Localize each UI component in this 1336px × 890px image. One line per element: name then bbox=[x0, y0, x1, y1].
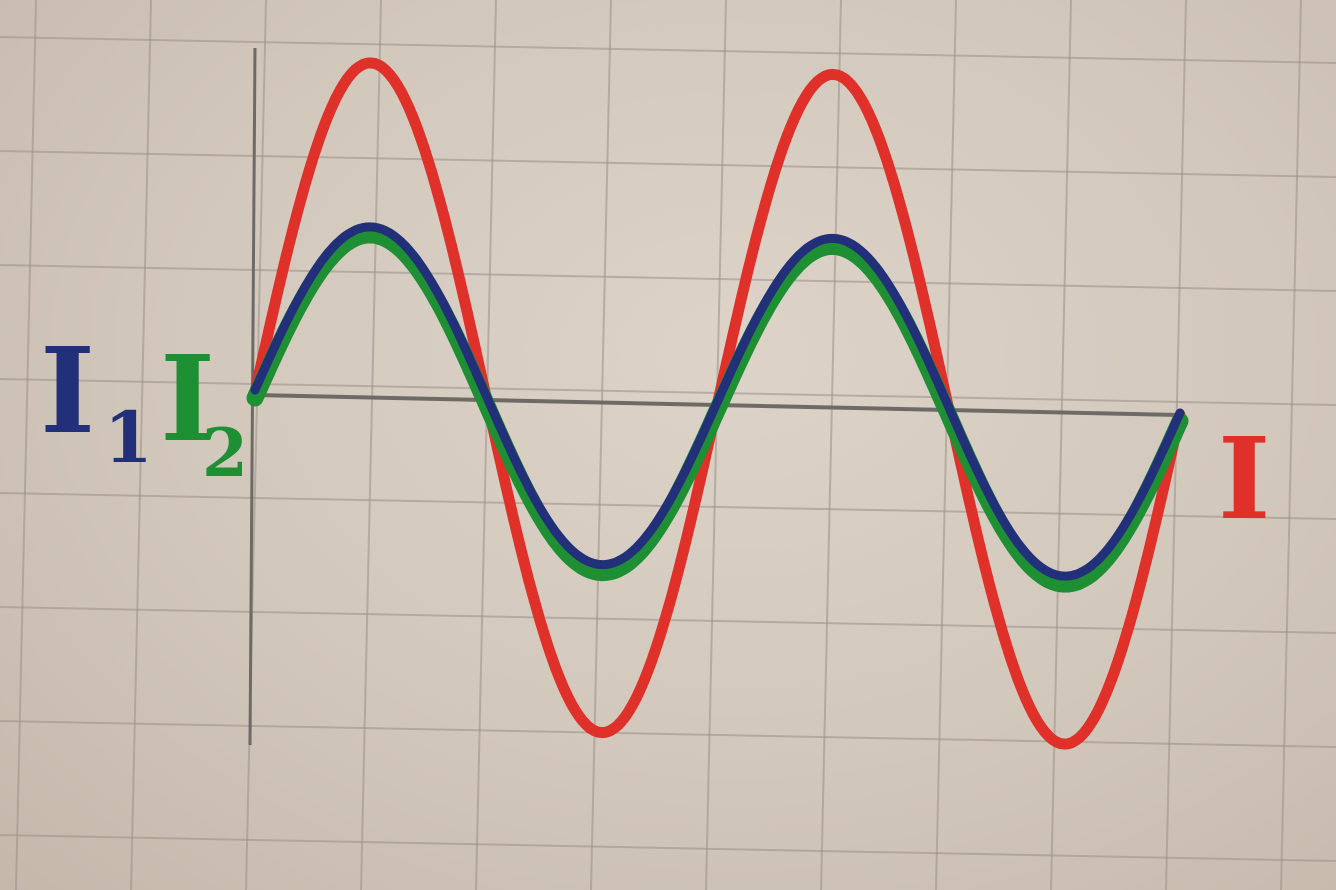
label-i2-subscript: 2 bbox=[202, 414, 248, 492]
grid-line-vertical bbox=[360, 0, 382, 890]
grid-line-vertical bbox=[130, 0, 152, 890]
grid-line-horizontal bbox=[0, 264, 1336, 292]
grid-line-vertical bbox=[590, 0, 612, 890]
grid-line-horizontal bbox=[0, 378, 1336, 406]
grid-line-vertical bbox=[935, 0, 957, 890]
grid-line-horizontal bbox=[0, 36, 1336, 64]
grid-line-horizontal bbox=[0, 720, 1336, 748]
label-i-total: I bbox=[1218, 414, 1270, 545]
current-i1-wave bbox=[250, 222, 1185, 581]
grid-line-horizontal bbox=[0, 834, 1336, 862]
grid-line-vertical bbox=[820, 0, 842, 890]
label-i1-letter: I bbox=[40, 321, 95, 460]
label-i1: I 1 bbox=[40, 321, 153, 479]
label-i2: I 2 bbox=[160, 329, 248, 492]
label-i1-subscript: 1 bbox=[104, 396, 153, 479]
grid-line-vertical bbox=[245, 0, 267, 890]
grid-line-vertical bbox=[1050, 0, 1072, 890]
grid-line-vertical bbox=[15, 0, 37, 890]
label-i2-letter: I bbox=[160, 329, 215, 468]
grid-line-vertical bbox=[1280, 0, 1302, 890]
grid-line-vertical bbox=[705, 0, 727, 890]
grid-line-horizontal bbox=[0, 150, 1336, 178]
grid-line-vertical bbox=[475, 0, 497, 890]
